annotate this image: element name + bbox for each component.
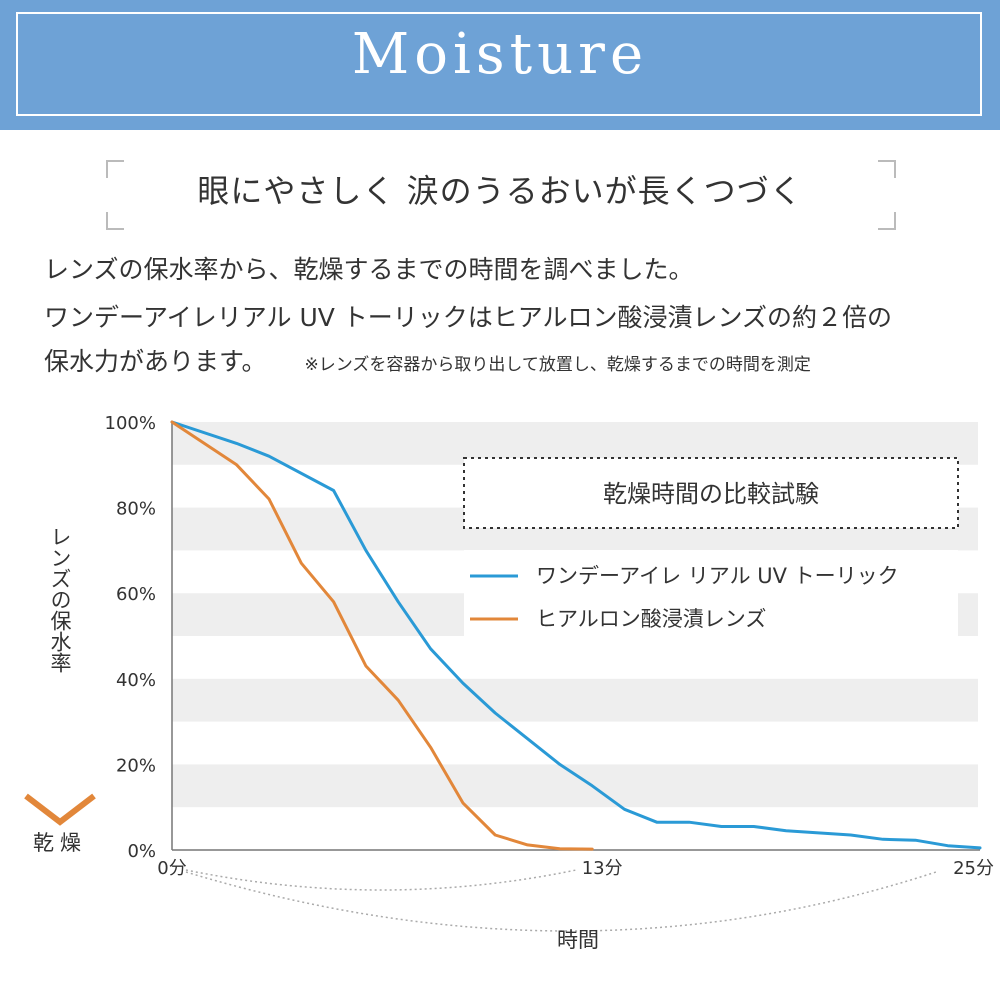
time-arc-to-25min (185, 871, 937, 932)
y-tick-label: 40% (116, 670, 156, 691)
y-tick-label: 20% (116, 755, 156, 776)
x-tick-label: 25分 (953, 858, 994, 879)
legend-label-blue: ワンデーアイレ リアル UV トーリック (536, 564, 899, 588)
side-label-background (45, 518, 75, 716)
corner-bracket-bottom-right (878, 212, 896, 230)
banner-frame (16, 12, 982, 116)
grid-band (172, 764, 978, 808)
series-line-orange (170, 420, 594, 851)
page-title: Moisture (351, 22, 649, 87)
y-axis-bottom-label: 乾燥 (33, 831, 87, 855)
y-tick-label: 0% (127, 841, 156, 862)
y-tick-label: 60% (116, 584, 156, 605)
x-tick-label: 13分 (582, 858, 623, 879)
time-axis-arcs (185, 869, 937, 932)
description-line-3: 保水力があります。 ※レンズを容器から取り出して放置し、乾燥するまでの時間を測定 (44, 342, 811, 378)
series-line-blue (170, 420, 982, 850)
side-arrow-head-icon (24, 793, 96, 826)
corner-bracket-top-right (878, 160, 896, 178)
legend-label-orange: ヒアルロン酸浸漬レンズ (536, 607, 766, 631)
x-tick-labels: 0分 13分 25分 (157, 858, 994, 879)
y-tick-label: 80% (116, 499, 156, 520)
x-tick-label: 0分 (157, 858, 186, 879)
grid-band (172, 678, 978, 722)
y-axis-title: レンズの保水率 (48, 526, 72, 673)
y-tick-labels: 0% 20% 40% 60% 80% 100% (105, 413, 156, 862)
corner-bracket-bottom-left (106, 212, 124, 230)
chart-title: 乾燥時間の比較試験 (603, 480, 819, 508)
time-arc-to-13min (185, 869, 577, 891)
x-axis-title: 時間 (557, 928, 599, 952)
description-line-2: ワンデーアイレリアル UV トーリックはヒアルロン酸浸漬レンズの約２倍の (44, 303, 893, 332)
y-tick-label: 100% (105, 413, 156, 434)
description-line-3-text: 保水力があります。 (44, 347, 267, 376)
measurement-note: ※レンズを容器から取り出して放置し、乾燥するまでの時間を測定 (304, 355, 811, 375)
corner-bracket-top-left (106, 160, 124, 178)
dryness-comparison-chart: 0% 20% 40% 60% 80% 100% 0分 13分 25分 時間 レンズの保水率 乾… (24, 413, 994, 952)
description-line-1: レンズの保水率から、乾燥するまでの時間を調べました。 (44, 255, 694, 284)
title-banner: Moisture (0, 0, 1000, 130)
y-axis-side-indicator: レンズの保水率 乾燥 (24, 452, 96, 855)
series-lines (170, 420, 982, 851)
legend-title-box (463, 457, 959, 529)
legend: 乾燥時間の比較試験 ワンデーアイレ リアル UV トーリック ヒアルロン酸浸漬レ… (463, 457, 959, 642)
tagline: 眼にやさしく 涙のうるおいが長くつづく (197, 172, 803, 210)
legend-entries-background (464, 550, 958, 642)
